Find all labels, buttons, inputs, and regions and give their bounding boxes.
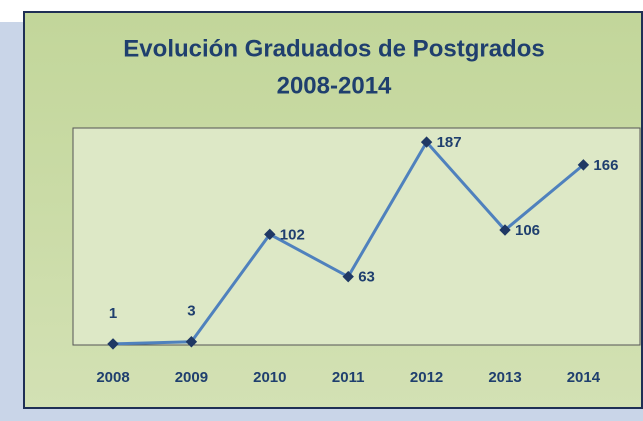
data-label: 3 xyxy=(187,303,195,320)
x-tick-label: 2011 xyxy=(332,369,365,386)
x-tick-label: 2013 xyxy=(488,369,521,386)
x-tick-label: 2009 xyxy=(175,369,208,386)
data-label: 1 xyxy=(109,305,117,322)
plot-area xyxy=(72,127,641,346)
x-tick-label: 2010 xyxy=(253,369,286,386)
data-marker xyxy=(577,159,590,171)
x-tick-label: 2008 xyxy=(96,369,129,386)
chart-title: Evolución Graduados de Postgrados xyxy=(123,35,544,62)
data-label: 106 xyxy=(515,222,540,239)
data-label: 187 xyxy=(437,134,462,151)
data-marker xyxy=(420,136,433,148)
data-marker xyxy=(342,270,354,283)
data-label: 166 xyxy=(593,157,618,174)
data-marker xyxy=(107,338,119,350)
data-marker xyxy=(264,228,276,241)
x-tick-label: 2012 xyxy=(410,369,443,386)
data-marker xyxy=(499,224,511,236)
data-marker xyxy=(185,336,198,348)
x-tick-label: 2014 xyxy=(567,369,601,386)
data-label: 102 xyxy=(280,226,305,243)
data-label: 63 xyxy=(358,269,375,286)
chart-title: 2008-2014 xyxy=(277,72,392,99)
